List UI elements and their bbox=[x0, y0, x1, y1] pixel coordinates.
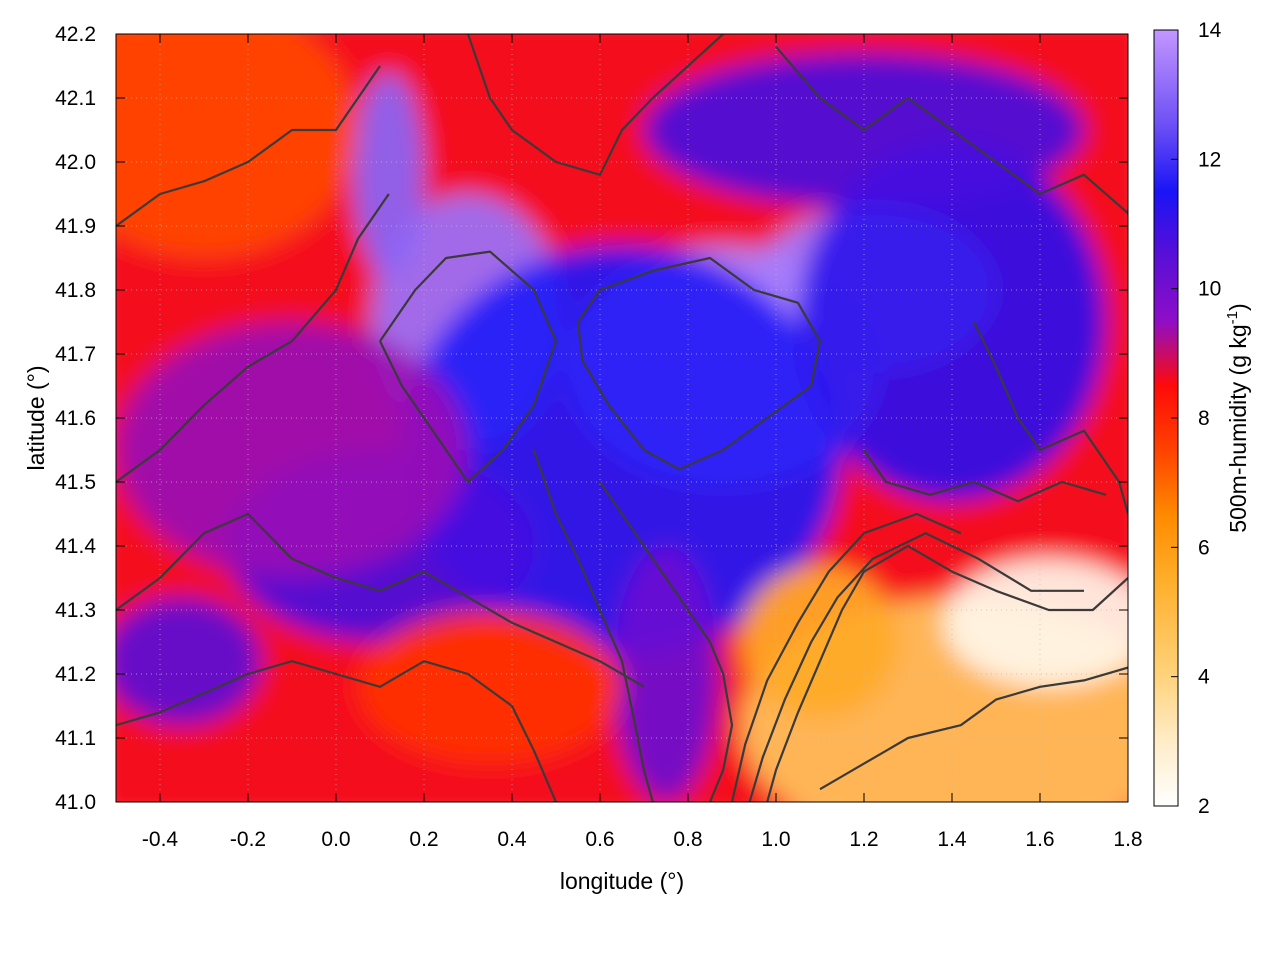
colorbar-tick-label: 4 bbox=[1198, 666, 1210, 689]
y-tick-label: 41.2 bbox=[55, 663, 96, 686]
heatmap-region bbox=[116, 597, 262, 726]
heatmap-region bbox=[358, 610, 622, 764]
heatmap-region bbox=[943, 558, 1128, 687]
heatmap-region bbox=[798, 142, 1106, 502]
colorbar-tick-label: 8 bbox=[1198, 407, 1210, 430]
heatmap-region bbox=[116, 322, 468, 578]
x-tick-label: 0.6 bbox=[585, 828, 614, 851]
contour-line bbox=[116, 193, 390, 483]
x-tick-label: 1.6 bbox=[1025, 828, 1054, 851]
y-tick-label: 42.1 bbox=[55, 87, 96, 110]
colorbar-tick-label: 2 bbox=[1198, 795, 1210, 818]
heatmap-region bbox=[353, 72, 424, 278]
x-axis-ticks: -0.4 -0.2 0.0 0.2 0.4 0.6 0.8 1.0 1.2 1.4 1.6 1.8 bbox=[142, 34, 1143, 851]
x-tick-label: 0.2 bbox=[409, 828, 438, 851]
heatmap-region bbox=[116, 34, 358, 258]
contour-line bbox=[116, 660, 558, 802]
heatmap-region bbox=[740, 565, 900, 719]
y-tick-label: 41.1 bbox=[55, 727, 96, 750]
x-tick-label: 1.4 bbox=[937, 828, 967, 851]
contour-line bbox=[599, 481, 734, 802]
contour-line bbox=[730, 512, 962, 802]
colorbar-label: 500m-humidity (g kg-1) bbox=[1224, 303, 1251, 532]
y-axis-ticks: 41.0 41.1 41.2 41.3 41.4 41.5 41.6 41.7 41.8 41.9… bbox=[55, 23, 1128, 814]
y-tick-label: 41.9 bbox=[55, 215, 96, 238]
y-tick-label: 41.3 bbox=[55, 599, 96, 622]
y-tick-label: 42.0 bbox=[55, 151, 96, 174]
x-tick-label: 1.8 bbox=[1113, 828, 1142, 851]
colorbar-tick-label: 14 bbox=[1198, 19, 1222, 42]
x-axis-label: longitude (°) bbox=[560, 868, 684, 894]
y-tick-label: 41.6 bbox=[55, 407, 96, 430]
colorbar-ticks: 2 4 6 8 10 12 14 bbox=[1171, 19, 1222, 818]
contour-line bbox=[379, 250, 558, 484]
contour-line bbox=[532, 449, 654, 802]
colorbar-tick-label: 10 bbox=[1198, 278, 1221, 301]
x-tick-label: -0.2 bbox=[230, 828, 266, 851]
contour-line bbox=[576, 256, 822, 471]
contour-line bbox=[116, 512, 645, 688]
contour-line bbox=[766, 544, 1128, 802]
x-tick-label: 0.4 bbox=[497, 828, 527, 851]
contour-line bbox=[748, 532, 1084, 802]
y-tick-label: 41.5 bbox=[55, 471, 96, 494]
x-tick-label: 1.0 bbox=[761, 828, 790, 851]
contour-lines bbox=[116, 34, 1128, 802]
x-tick-label: 0.8 bbox=[673, 828, 702, 851]
heatmap-field bbox=[116, 34, 1128, 802]
contour-line bbox=[466, 34, 724, 176]
y-tick-label: 42.2 bbox=[55, 23, 96, 46]
contour-line bbox=[863, 449, 1107, 503]
contour-line bbox=[116, 65, 381, 227]
y-tick-label: 41.0 bbox=[55, 791, 96, 814]
colorbar-tick-label: 6 bbox=[1198, 536, 1210, 559]
x-tick-label: 1.2 bbox=[849, 828, 878, 851]
y-tick-label: 41.8 bbox=[55, 279, 96, 302]
contour-line bbox=[775, 46, 1128, 215]
y-axis-label: latitude (°) bbox=[23, 365, 49, 470]
x-tick-label: 0.0 bbox=[321, 828, 350, 851]
x-tick-label: -0.4 bbox=[142, 828, 179, 851]
contour-line bbox=[819, 666, 1128, 791]
y-tick-label: 41.7 bbox=[55, 343, 96, 366]
y-tick-label: 41.4 bbox=[55, 535, 96, 558]
colorbar-tick-label: 12 bbox=[1198, 148, 1221, 171]
